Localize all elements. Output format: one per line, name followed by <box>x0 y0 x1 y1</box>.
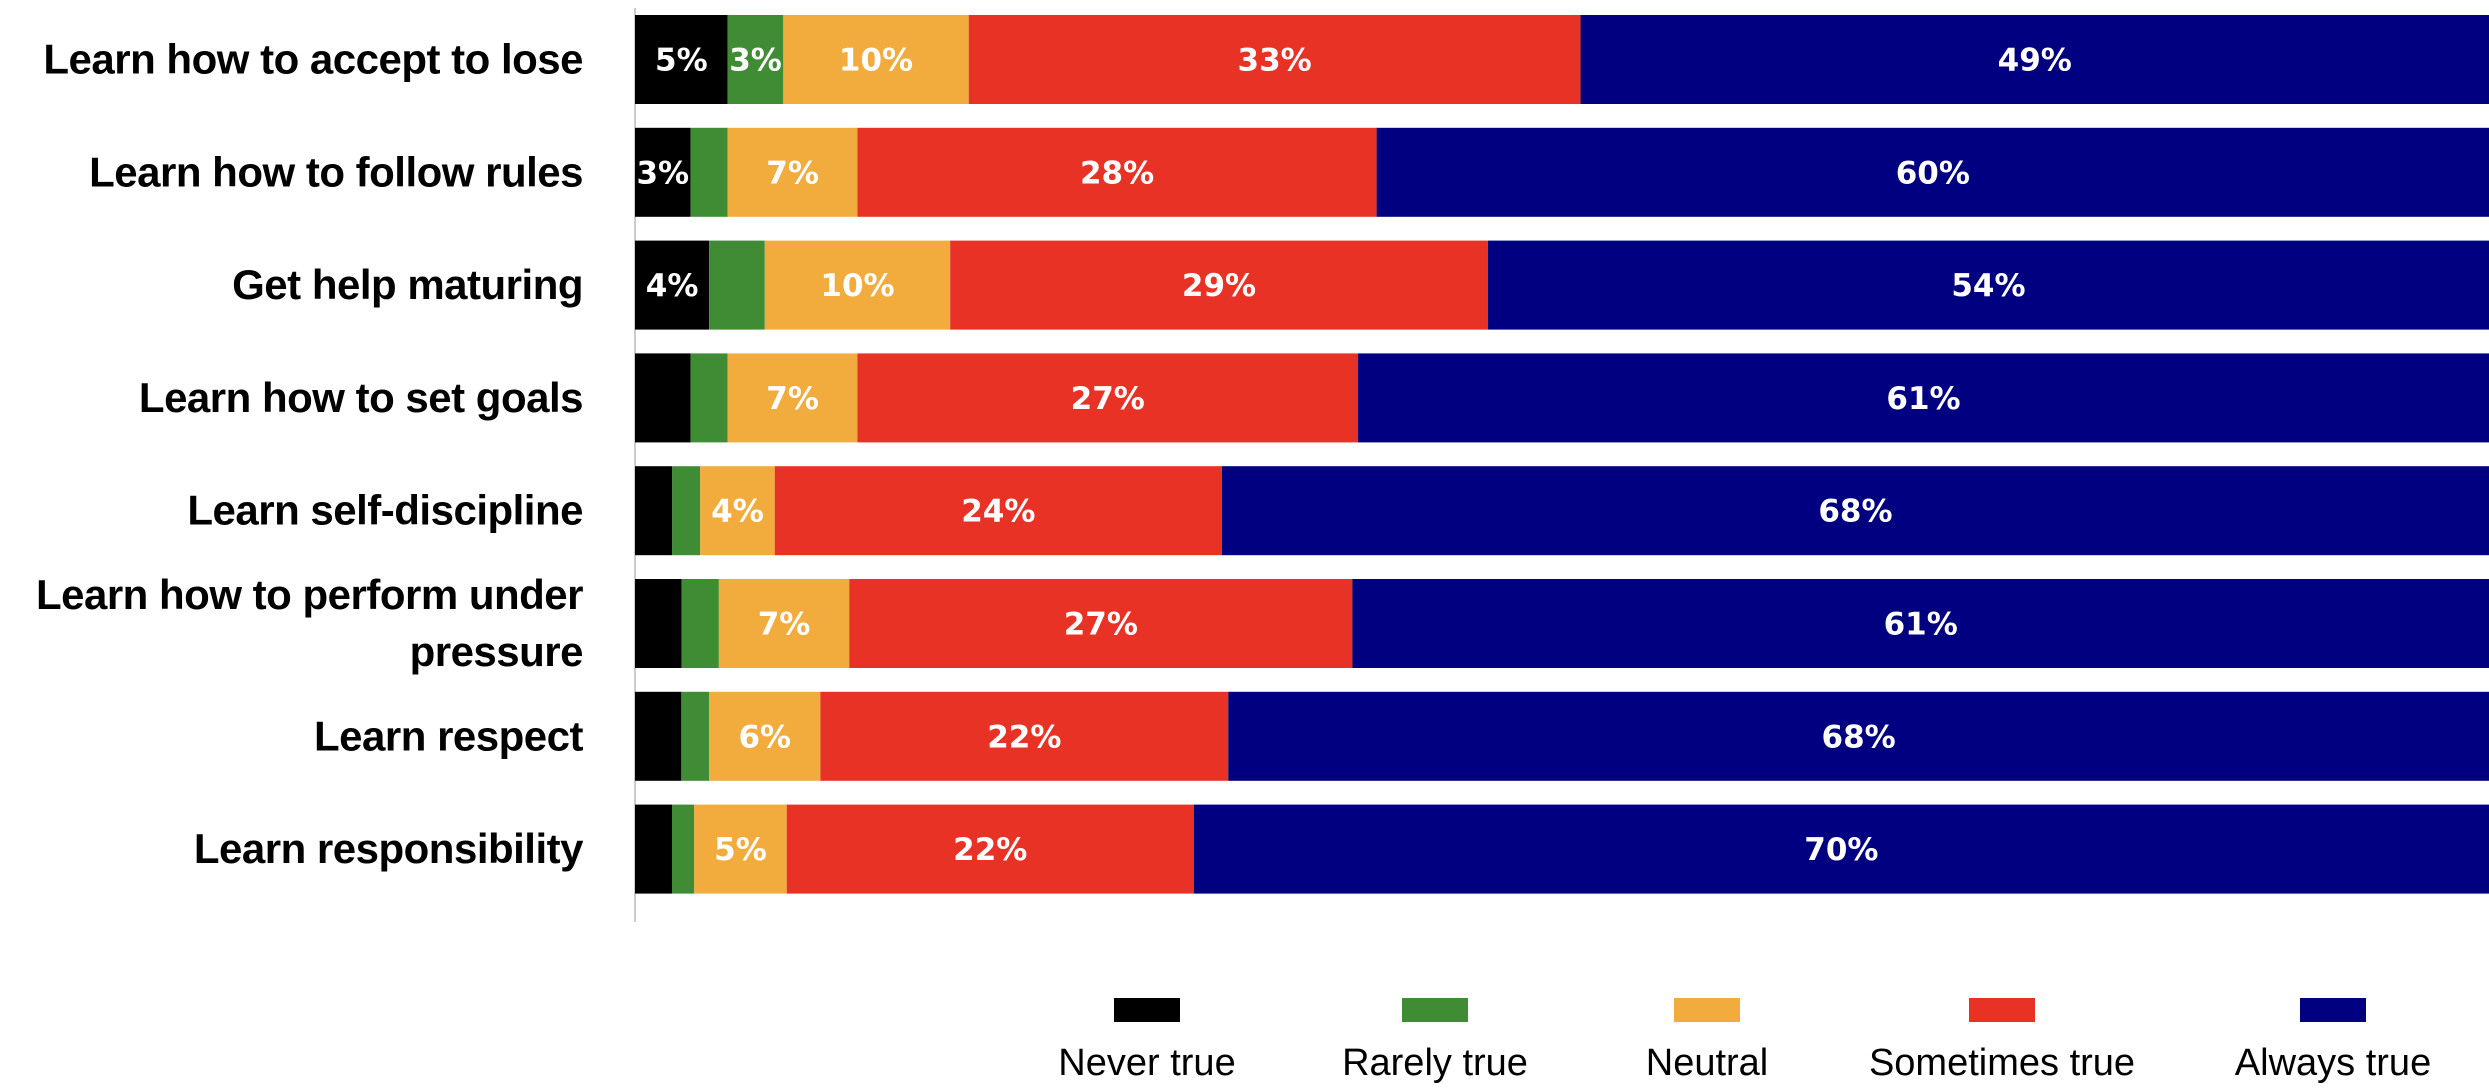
data-label: 4% <box>646 268 699 304</box>
bar-segment-always-true <box>1228 691 2489 781</box>
bars-group: 5% 3% 10% 33% 49% 3% 7% 28% 60% 4% 10% 29% 54% 7% 27% 6… <box>635 15 2489 894</box>
bar-segment-never-true <box>635 240 710 330</box>
data-label: 5% <box>655 43 708 79</box>
bar-segment-never-true <box>635 691 682 781</box>
bar-segment-sometimes-true <box>820 691 1229 781</box>
data-label: 7% <box>766 381 819 417</box>
bar-segment-rarely-true <box>681 691 710 781</box>
bar-segment-never-true <box>635 15 728 104</box>
legend: Never true Rarely true Neutral Sometimes tr… <box>1058 998 2431 1084</box>
bar-segment-always-true <box>1358 353 2489 443</box>
data-label: 27% <box>1064 607 1138 643</box>
data-label: 60% <box>1896 155 1970 191</box>
category-label: Learn how to perform under pressure <box>36 571 583 675</box>
bar-segment-neutral <box>694 804 787 894</box>
bar-segment-always-true <box>1580 15 2489 104</box>
bar-segment-sometimes-true <box>849 579 1353 668</box>
bar-segment-rarely-true <box>672 804 695 894</box>
bar-segment-neutral <box>709 691 821 781</box>
legend-swatch-sometimes-true <box>1969 998 2035 1022</box>
data-label: 27% <box>1071 381 1145 417</box>
category-label: Learn self-discipline <box>187 487 583 534</box>
category-label-line: Learn how to accept to lose <box>43 36 583 83</box>
data-label: 54% <box>1951 268 2025 304</box>
bar-segment-sometimes-true <box>857 127 1377 217</box>
bar-segment-rarely-true <box>727 15 784 104</box>
data-label: 3% <box>729 43 782 79</box>
bar-segment-sometimes-true <box>857 353 1359 443</box>
data-label: 5% <box>714 832 767 868</box>
legend-swatch-neutral <box>1674 998 1740 1022</box>
data-label: 49% <box>1998 43 2072 79</box>
legend-label-always-true: Always true <box>2235 1042 2431 1084</box>
data-label: 68% <box>1822 719 1896 755</box>
data-label: 61% <box>1886 381 1960 417</box>
bar-segment-sometimes-true <box>968 15 1581 104</box>
data-label: 29% <box>1182 268 1256 304</box>
data-label: 24% <box>961 494 1035 530</box>
category-labels-group: Learn how to accept to lose Learn how to … <box>36 36 585 873</box>
bar-segment-never-true <box>635 353 691 443</box>
category-label: Learn respect <box>314 712 583 759</box>
category-label-line: Learn how to follow rules <box>89 148 583 195</box>
data-label: 61% <box>1884 607 1958 643</box>
bar-segment-never-true <box>635 127 691 217</box>
category-label: Get help maturing <box>232 261 583 308</box>
bar-segment-neutral <box>764 240 951 330</box>
bar-segment-rarely-true <box>709 240 765 330</box>
data-label: 7% <box>758 607 811 643</box>
category-label-line: Learn self-discipline <box>187 487 583 534</box>
category-label-line: pressure <box>410 628 583 675</box>
bar-segment-rarely-true <box>690 127 728 217</box>
bar-segment-rarely-true <box>681 579 719 668</box>
legend-label-sometimes-true: Sometimes true <box>1869 1042 2135 1084</box>
bar-segment-always-true <box>1487 240 2489 330</box>
bar-segment-neutral <box>718 579 850 668</box>
bar-segment-neutral <box>727 353 858 443</box>
data-label: 6% <box>738 719 791 755</box>
bar-segment-never-true <box>635 466 673 556</box>
legend-label-never-true: Never true <box>1058 1042 1235 1084</box>
bar-segment-always-true <box>1352 579 2489 668</box>
category-label-line: Learn responsibility <box>194 825 584 872</box>
data-label: 7% <box>766 155 819 191</box>
bar-segment-neutral <box>700 466 775 556</box>
bar-segment-neutral <box>783 15 969 104</box>
data-label: 10% <box>820 268 894 304</box>
category-label-line: Learn respect <box>314 712 583 759</box>
category-label: Learn how to follow rules <box>89 148 583 195</box>
data-label: 3% <box>636 155 689 191</box>
category-label-line: Get help maturing <box>232 261 583 308</box>
legend-swatch-never-true <box>1114 998 1180 1022</box>
bar-segment-always-true <box>1193 804 2489 894</box>
legend-label-rarely-true: Rarely true <box>1342 1042 1528 1084</box>
category-label-line: Learn how to set goals <box>139 374 583 421</box>
data-label: 68% <box>1818 494 1892 530</box>
data-label: 22% <box>953 832 1027 868</box>
category-label: Learn how to set goals <box>139 374 583 421</box>
category-label-line: Learn how to perform under <box>36 571 583 618</box>
data-label: 22% <box>987 719 1061 755</box>
data-label: 33% <box>1238 43 1312 79</box>
bar-segment-neutral <box>727 127 858 217</box>
bar-segment-never-true <box>635 579 682 668</box>
bar-segment-always-true <box>1221 466 2489 556</box>
bar-segment-sometimes-true <box>774 466 1222 556</box>
bar-segment-rarely-true <box>690 353 728 443</box>
legend-swatch-always-true <box>2300 998 2366 1022</box>
data-label: 4% <box>711 494 764 530</box>
category-label: Learn responsibility <box>194 825 584 872</box>
bar-segment-sometimes-true <box>950 240 1488 330</box>
data-label: 10% <box>839 43 913 79</box>
legend-swatch-rarely-true <box>1402 998 1468 1022</box>
bar-segment-always-true <box>1376 127 2489 217</box>
bar-segment-sometimes-true <box>786 804 1194 894</box>
data-label: 70% <box>1804 832 1878 868</box>
bar-segment-never-true <box>635 804 673 894</box>
bar-segment-rarely-true <box>672 466 701 556</box>
legend-label-neutral: Neutral <box>1646 1042 1769 1084</box>
category-label: Learn how to accept to lose <box>43 36 583 83</box>
data-label: 28% <box>1080 155 1154 191</box>
